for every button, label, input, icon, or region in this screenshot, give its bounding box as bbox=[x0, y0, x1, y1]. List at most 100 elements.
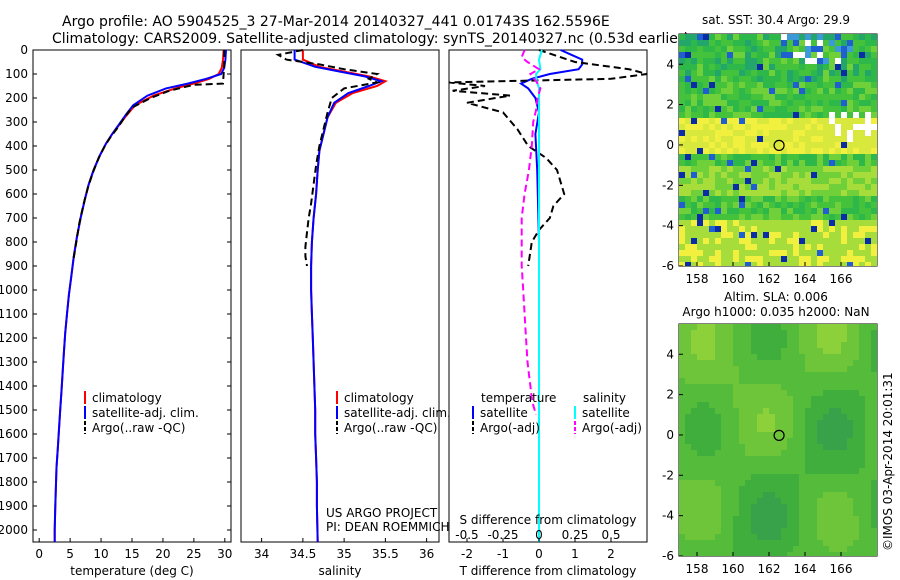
map-cell bbox=[787, 366, 793, 372]
map-cell bbox=[709, 100, 715, 106]
map-cell bbox=[721, 426, 727, 432]
map-cell bbox=[727, 40, 733, 46]
map-cell bbox=[727, 330, 733, 336]
map-cell bbox=[823, 366, 829, 372]
map-cell bbox=[835, 64, 841, 70]
map-cell bbox=[811, 88, 817, 94]
map-cell bbox=[697, 220, 703, 226]
map-cell bbox=[823, 178, 829, 184]
map-cell bbox=[727, 46, 733, 52]
map-cell bbox=[859, 256, 865, 262]
sst-lon-ticks: 158 160 162 164 166 bbox=[686, 262, 852, 286]
map-cell bbox=[679, 420, 685, 426]
map-cell bbox=[823, 414, 829, 420]
map-cell bbox=[751, 528, 757, 534]
map-cell bbox=[679, 88, 685, 94]
map-cell bbox=[835, 196, 841, 202]
map-cell bbox=[739, 354, 745, 360]
map-cell bbox=[781, 396, 787, 402]
map-cell bbox=[721, 148, 727, 154]
map-cell bbox=[781, 450, 787, 456]
map-cell bbox=[691, 112, 697, 118]
map-cell bbox=[865, 118, 871, 124]
map-cell bbox=[697, 124, 703, 130]
map-cell bbox=[715, 438, 721, 444]
map-cell bbox=[799, 184, 805, 190]
map-cell bbox=[859, 390, 865, 396]
map-cell bbox=[787, 450, 793, 456]
map-cell bbox=[817, 498, 823, 504]
map-cell bbox=[865, 106, 871, 112]
map-cell bbox=[685, 106, 691, 112]
map-cell bbox=[757, 58, 763, 64]
map-cell bbox=[709, 384, 715, 390]
map-cell bbox=[787, 184, 793, 190]
map-cell bbox=[823, 462, 829, 468]
map-cell bbox=[763, 76, 769, 82]
map-cell bbox=[853, 462, 859, 468]
map-cell bbox=[811, 522, 817, 528]
map-cell bbox=[847, 40, 853, 46]
map-cell bbox=[835, 516, 841, 522]
map-cell bbox=[739, 426, 745, 432]
map-cell bbox=[847, 438, 853, 444]
map-cell bbox=[853, 106, 859, 112]
map-cell bbox=[835, 232, 841, 238]
lat-tick-label: -4 bbox=[662, 509, 674, 523]
map-cell bbox=[697, 106, 703, 112]
map-cell bbox=[745, 148, 751, 154]
map-cell bbox=[745, 190, 751, 196]
map-cell bbox=[871, 238, 877, 244]
map-cell bbox=[841, 208, 847, 214]
map-cell bbox=[691, 432, 697, 438]
map-cell bbox=[829, 450, 835, 456]
map-cell bbox=[787, 238, 793, 244]
map-cell bbox=[775, 88, 781, 94]
map-cell bbox=[739, 214, 745, 220]
map-cell bbox=[775, 142, 781, 148]
map-cell bbox=[823, 444, 829, 450]
map-cell bbox=[697, 172, 703, 178]
map-cell bbox=[751, 516, 757, 522]
map-cell bbox=[691, 516, 697, 522]
map-cell bbox=[739, 82, 745, 88]
map-cell bbox=[769, 540, 775, 546]
map-cell bbox=[691, 402, 697, 408]
map-cell bbox=[703, 154, 709, 160]
map-cell bbox=[799, 124, 805, 130]
map-cell bbox=[787, 408, 793, 414]
map-cell bbox=[745, 76, 751, 82]
map-cell bbox=[835, 534, 841, 540]
map-cell bbox=[769, 504, 775, 510]
map-cell bbox=[739, 498, 745, 504]
map-cell bbox=[697, 426, 703, 432]
map-cell bbox=[793, 354, 799, 360]
map-cell bbox=[733, 100, 739, 106]
map-cell bbox=[853, 130, 859, 136]
map-cell bbox=[679, 552, 685, 556]
map-cell bbox=[865, 256, 871, 262]
map-cell bbox=[829, 112, 835, 118]
map-cell bbox=[871, 546, 877, 552]
map-cell bbox=[691, 232, 697, 238]
map-cell bbox=[697, 516, 703, 522]
map-cell bbox=[727, 52, 733, 58]
map-cell bbox=[691, 118, 697, 124]
map-cell bbox=[835, 462, 841, 468]
map-cell bbox=[715, 336, 721, 342]
map-cell bbox=[787, 154, 793, 160]
map-cell bbox=[823, 154, 829, 160]
map-cell bbox=[703, 366, 709, 372]
map-cell bbox=[721, 214, 727, 220]
map-cell bbox=[853, 480, 859, 486]
map-cell bbox=[865, 214, 871, 220]
map-cell bbox=[721, 378, 727, 384]
map-cell bbox=[709, 148, 715, 154]
map-cell bbox=[691, 58, 697, 64]
map-cell bbox=[757, 88, 763, 94]
map-cell bbox=[793, 414, 799, 420]
map-cell bbox=[763, 256, 769, 262]
map-cell bbox=[787, 76, 793, 82]
map-cell bbox=[679, 232, 685, 238]
